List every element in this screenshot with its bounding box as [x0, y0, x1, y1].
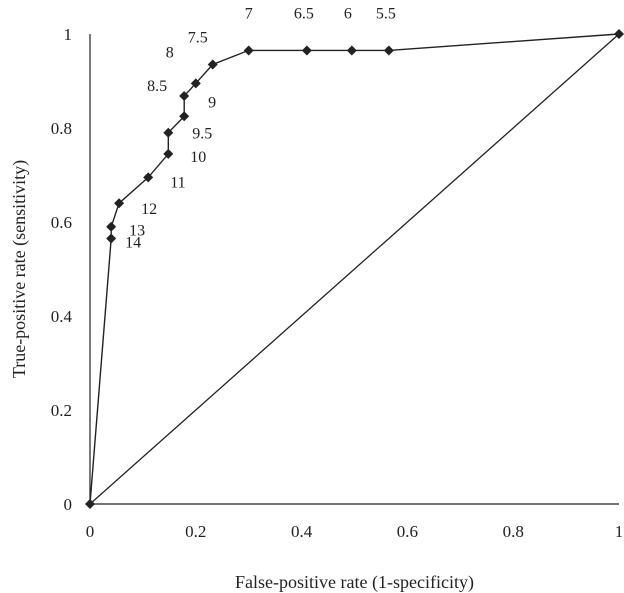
roc-point-marker: [614, 29, 624, 39]
cutoff-label: 9.5: [192, 126, 212, 143]
roc-point-marker: [106, 233, 117, 244]
x-tick-label: 0.4: [291, 522, 313, 541]
roc-point-marker: [346, 45, 357, 56]
y-tick-label: 0.2: [51, 401, 72, 420]
cutoff-label: 8.5: [147, 78, 167, 95]
x-tick-label: 0.6: [397, 522, 418, 541]
roc-point-marker: [163, 127, 174, 138]
cutoff-label: 12: [141, 201, 157, 218]
cutoff-label: 6: [344, 5, 352, 22]
x-tick-label: 0.8: [503, 522, 524, 541]
x-tick-label: 1: [615, 522, 624, 541]
roc-point-marker: [106, 221, 117, 232]
roc-point-marker: [301, 45, 312, 56]
roc-curve-line: [89, 33, 620, 505]
cutoff-label: 14: [125, 234, 141, 251]
roc-point-marker: [143, 172, 154, 183]
cutoff-label: 9: [208, 94, 216, 111]
cutoff-label: 11: [170, 174, 185, 191]
y-tick-label: 0.6: [51, 213, 72, 232]
cutoff-label: 8: [166, 44, 174, 61]
roc-point-marker: [179, 111, 190, 122]
cutoff-label: 5.5: [376, 5, 396, 22]
x-axis-title: False-positive rate (1-specificity): [235, 572, 474, 593]
y-tick-label: 1: [64, 25, 73, 44]
cutoff-label: 7.5: [188, 30, 208, 47]
x-tick-label: 0.2: [185, 522, 206, 541]
roc-point-marker: [383, 45, 394, 56]
tick-labels: 0 0.2 0.4 0.6 0.8 100.20.40.60.81: [51, 25, 624, 541]
reference-diagonal-line: [89, 33, 620, 505]
cutoff-label: 13: [129, 223, 145, 240]
roc-point-marker: [179, 91, 190, 102]
cutoff-label: 10: [190, 149, 206, 166]
y-tick-label: 0: [64, 495, 73, 514]
roc-point-marker: [114, 198, 125, 209]
y-tick-label: 0.4: [51, 307, 73, 326]
x-tick-label: 0: [86, 522, 95, 541]
data-markers: [85, 29, 624, 509]
roc-point-marker: [85, 499, 95, 509]
roc-point-marker: [163, 148, 174, 159]
cutoff-label: 7: [245, 5, 253, 22]
roc-point-marker: [243, 45, 254, 56]
axes: [89, 34, 619, 505]
roc-point-marker: [190, 78, 201, 89]
y-axis-title: True-positive rate (sensitivity): [9, 160, 30, 378]
cutoff-label: 6.5: [294, 5, 314, 22]
y-tick-label: 0.8: [51, 119, 72, 138]
roc-point-marker: [207, 59, 218, 70]
